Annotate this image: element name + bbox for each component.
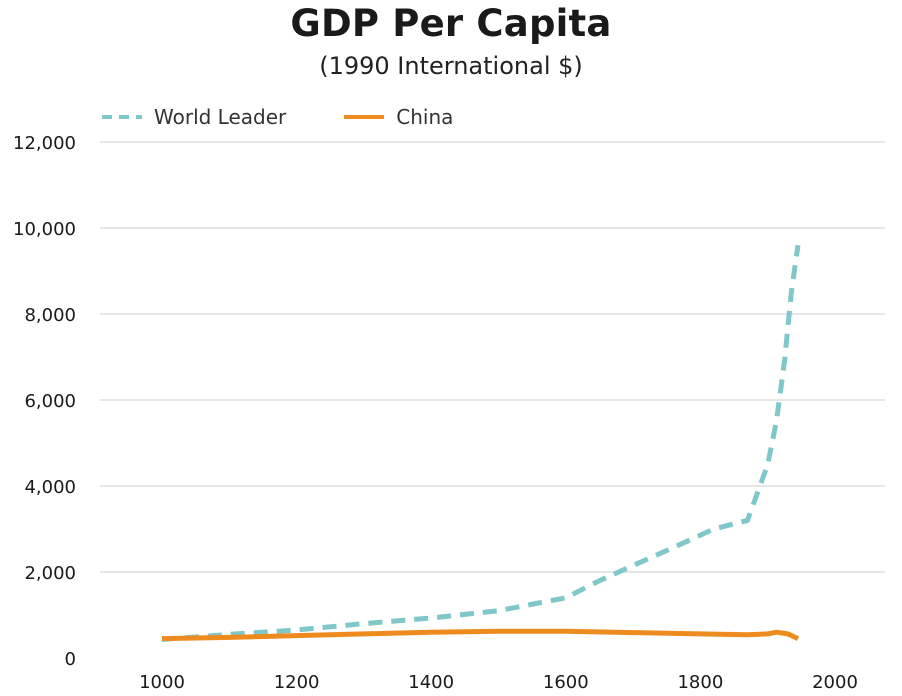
y-tick-label-10000: 10,000 [13, 219, 76, 240]
x-tick-label-1000: 1000 [139, 672, 185, 693]
x-tick-label-1600: 1600 [543, 672, 589, 693]
legend-swatch-world-leader [102, 115, 142, 119]
series-line-china [161, 628, 800, 642]
x-tick-label-1800: 1800 [677, 672, 723, 693]
x-tick-label-1200: 1200 [274, 672, 320, 693]
legend-swatch-china [344, 115, 385, 119]
y-tick-label-8000: 8,000 [24, 305, 76, 326]
series-line-world-leader [161, 244, 801, 642]
x-tick-label-1400: 1400 [408, 672, 454, 693]
legend-item-china: China [344, 105, 453, 129]
y-tick-label-4000: 4,000 [24, 477, 76, 498]
y-tick-label-0: 0 [65, 649, 76, 670]
y-tick-label-2000: 2,000 [24, 563, 76, 584]
legend-item-world-leader: World Leader [102, 105, 286, 129]
legend-label-china: China [396, 105, 454, 129]
chart-subtitle: (1990 International $) [319, 52, 583, 80]
x-tick-label-2000: 2000 [812, 672, 858, 693]
chart-legend: World Leader China [102, 102, 511, 132]
chart-title: GDP Per Capita [290, 2, 612, 45]
legend-label-world-leader: World Leader [154, 105, 287, 129]
y-tick-label-12000: 12,000 [13, 133, 76, 154]
y-tick-label-6000: 6,000 [24, 391, 76, 412]
